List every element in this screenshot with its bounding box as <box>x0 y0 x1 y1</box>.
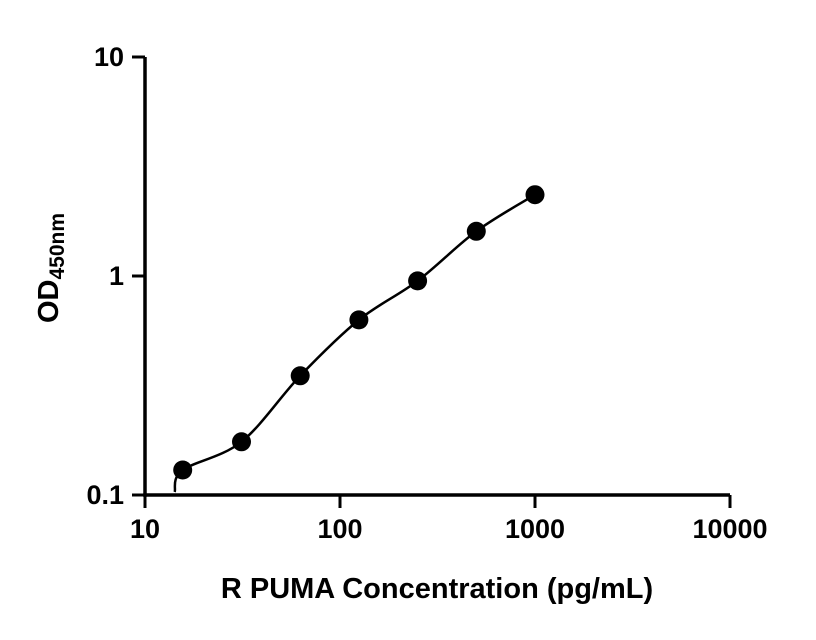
data-point <box>173 460 193 480</box>
y-axis-title-main: OD <box>33 280 65 324</box>
y-tick-label: 10 <box>94 42 124 72</box>
data-point <box>232 432 251 452</box>
y-axis-title: OD450nm <box>33 213 69 323</box>
x-tick-label: 100 <box>317 514 362 544</box>
data-point <box>525 185 545 205</box>
data-point <box>466 221 486 241</box>
data-point <box>408 271 428 291</box>
data-point <box>349 310 369 330</box>
x-tick-label: 10 <box>130 514 160 544</box>
x-tick-label: 10000 <box>692 514 767 544</box>
y-tick-label: 0.1 <box>86 480 124 510</box>
y-tick-label: 1 <box>109 261 124 291</box>
y-axis-title-subscript: 450nm <box>46 213 69 280</box>
x-tick-label: 1000 <box>505 514 565 544</box>
data-point <box>290 366 310 386</box>
x-axis-title: R PUMA Concentration (pg/mL) <box>221 573 653 605</box>
